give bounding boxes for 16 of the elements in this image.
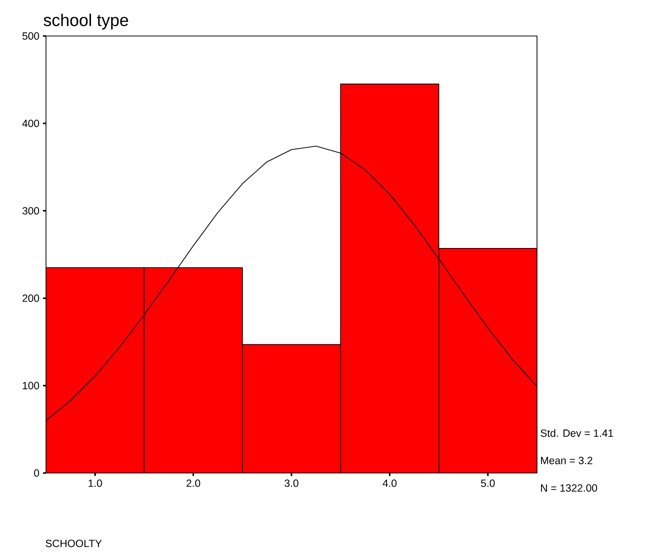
chart-title: school type <box>44 14 128 30</box>
y-tick-label: 200 <box>22 294 40 302</box>
text: SCHOOLTY <box>46 540 102 548</box>
text: Mean = 3.2 <box>541 456 592 464</box>
text: Std. Dev = 1.41 <box>540 429 614 437</box>
y-tick-label: 0 <box>34 469 40 477</box>
y-tick-label: 100 <box>22 382 40 390</box>
x-tick-label: 3.0 <box>284 480 298 487</box>
x-tick-label: 1.0 <box>88 480 102 487</box>
x-tick-label: 5.0 <box>481 480 495 487</box>
y-tick-label: 500 <box>22 32 40 40</box>
y-tick-label: 400 <box>22 120 40 128</box>
y-tick-label: 300 <box>22 207 40 215</box>
text: N = 1322.00 <box>541 484 598 492</box>
x-tick-label: 2.0 <box>186 480 200 487</box>
x-tick-label: 4.0 <box>382 480 397 487</box>
